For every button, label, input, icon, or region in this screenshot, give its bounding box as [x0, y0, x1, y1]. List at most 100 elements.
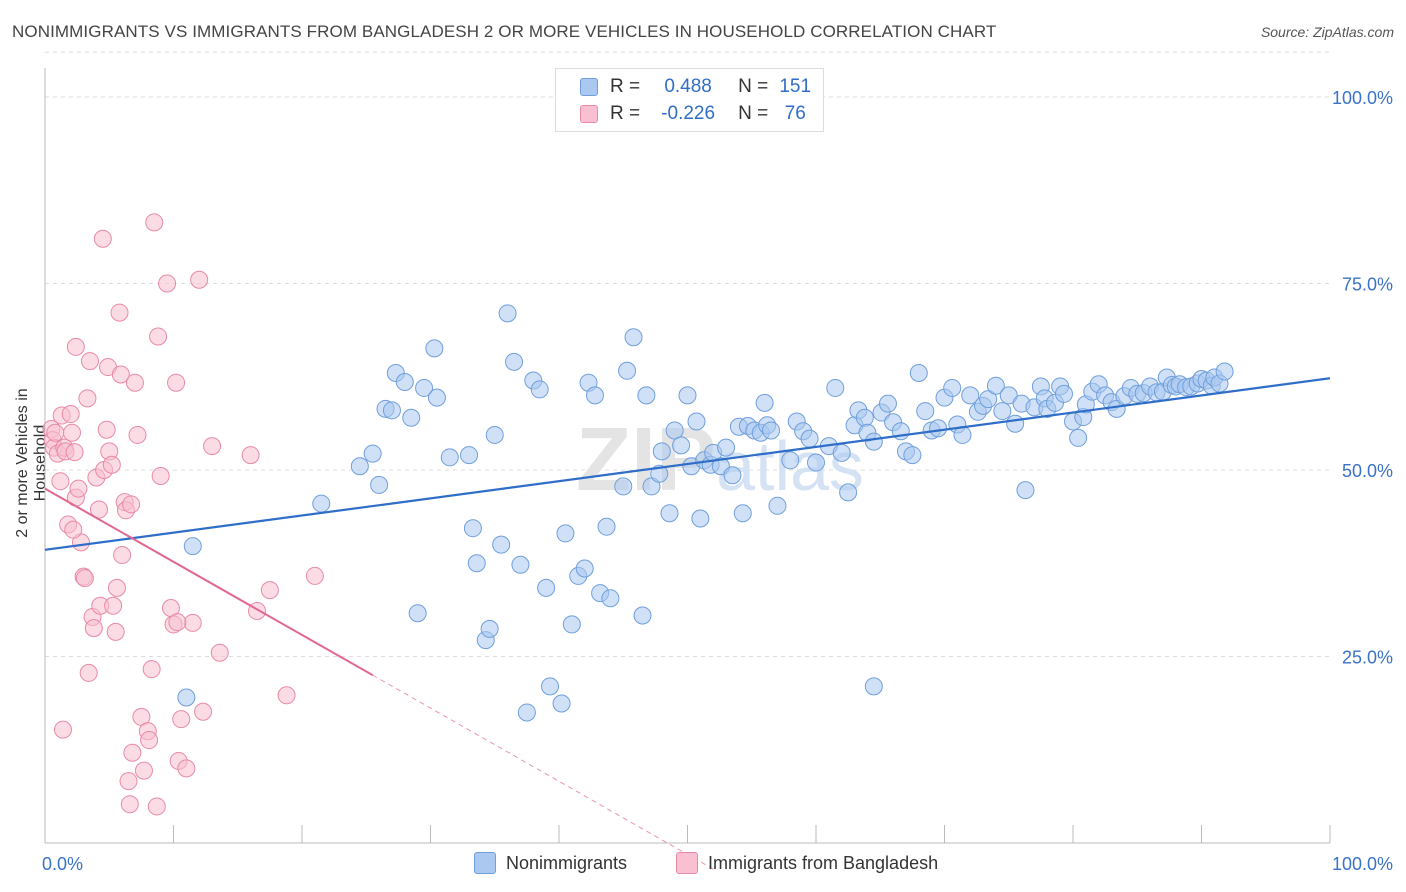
- y-tick-label: 100.0%: [1332, 88, 1393, 108]
- legend-n-label: N =: [738, 103, 769, 124]
- nonimmigrants-trend-line: [44, 377, 1331, 551]
- immigrant-point: [260, 581, 279, 600]
- legend-r-label: R =: [610, 76, 641, 97]
- nonimmigrant-point: [537, 578, 556, 597]
- nonimmigrant-point: [832, 443, 851, 462]
- immigrant-point: [66, 337, 85, 356]
- nonimmigrant-point: [363, 444, 382, 463]
- nonimmigrant-point: [665, 421, 684, 440]
- nonimmigrant-point: [864, 677, 883, 696]
- immigrant-point: [79, 663, 98, 682]
- nonimmigrant-point: [1016, 481, 1035, 500]
- immigrant-point: [113, 546, 132, 565]
- immigrant-point: [64, 520, 83, 539]
- nonimmigrant-point: [597, 517, 616, 536]
- nonimmigrant-point: [585, 386, 604, 405]
- nonimmigrant-point: [382, 401, 401, 420]
- nonimmigrant-point: [505, 352, 524, 371]
- y-tick-label: 25.0%: [1342, 648, 1393, 668]
- nonimmigrant-point: [618, 361, 637, 380]
- immigrant-point: [84, 619, 103, 638]
- nonimmigrant-point: [916, 402, 935, 421]
- nonimmigrant-point: [943, 378, 962, 397]
- legend-r-value: -0.226: [661, 103, 716, 124]
- immigrant-point: [203, 437, 222, 456]
- immigrant-point: [93, 229, 112, 248]
- nonimmigrant-point: [517, 703, 536, 722]
- watermark: ZIPatlas: [576, 410, 864, 510]
- y-tick-label: 50.0%: [1342, 461, 1393, 481]
- bottom-legend-label: Nonimmigrants: [506, 852, 628, 873]
- blue-swatch: [474, 852, 496, 874]
- immigrant-point: [97, 420, 116, 439]
- nonimmigrant-point: [370, 475, 389, 494]
- nonimmigrant-point: [460, 446, 479, 465]
- nonimmigrant-point: [498, 304, 517, 323]
- pink-swatch: [580, 105, 598, 123]
- immigrant-point: [190, 270, 209, 289]
- nonimmigrant-point: [511, 555, 530, 574]
- nonimmigrant-point: [979, 390, 998, 409]
- bottom-legend-immigrants: Immigrants from Bangladesh: [676, 852, 938, 874]
- nonimmigrant-point: [755, 393, 774, 412]
- immigrant-point: [78, 389, 97, 408]
- legend-n-label: N =: [738, 76, 769, 97]
- tick-labels: 100.0% 75.0% 50.0% 25.0% 0.0% 100.0%: [42, 88, 1393, 874]
- nonimmigrant-point: [637, 386, 656, 405]
- immigrant-point: [128, 425, 147, 444]
- nonimmigrant-point: [467, 554, 486, 573]
- nonimmigrant-point: [183, 537, 202, 556]
- nonimmigrant-point: [878, 394, 897, 413]
- nonimmigrant-point: [839, 483, 858, 502]
- immigrant-point: [142, 660, 161, 679]
- nonimmigrant-point: [492, 535, 511, 554]
- immigrant-point: [123, 743, 142, 762]
- x-tick-label: 0.0%: [42, 854, 83, 874]
- legend-row-immigrants: R = -0.226 N = 76: [580, 101, 822, 127]
- nonimmigrant-point: [855, 408, 874, 427]
- immigrant-point: [80, 352, 99, 371]
- correlation-legend: R = 0.488 N = 151 R = -0.226 N = 76: [555, 68, 824, 132]
- immigrant-point: [125, 373, 144, 392]
- nonimmigrant-point: [177, 688, 196, 707]
- nonimmigrant-point: [575, 559, 594, 578]
- chart-title: NONIMMIGRANTS VS IMMIGRANTS FROM BANGLAD…: [12, 22, 997, 41]
- nonimmigrant-point: [312, 494, 331, 513]
- immigrant-point: [89, 500, 108, 519]
- immigrant-point: [102, 455, 121, 474]
- immigrant-point: [104, 596, 123, 615]
- immigrant-point: [69, 479, 88, 498]
- nonimmigrant-point: [652, 442, 671, 461]
- nonimmigrant-point: [552, 694, 571, 713]
- immigrant-point: [149, 327, 168, 346]
- nonimmigrant-point: [395, 372, 414, 391]
- immigrant-point: [46, 423, 65, 442]
- nonimmigrant-point: [463, 519, 482, 538]
- immigrant-point: [53, 720, 72, 739]
- nonimmigrant-point: [723, 466, 742, 485]
- immigrant-point: [168, 613, 187, 632]
- nonimmigrant-point: [480, 619, 499, 638]
- legend-n-value: 76: [784, 103, 806, 124]
- immigrant-point: [151, 466, 170, 485]
- trend-lines: [44, 377, 1331, 870]
- nonimmigrant-point: [961, 386, 980, 405]
- nonimmigrant-point: [408, 604, 427, 623]
- nonimmigrant-point: [672, 436, 691, 455]
- y-tick-label: 75.0%: [1342, 275, 1393, 295]
- nonimmigrant-point: [541, 677, 560, 696]
- nonimmigrant-point: [415, 378, 434, 397]
- bottom-legend-label: Immigrants from Bangladesh: [708, 852, 939, 873]
- immigrant-point: [106, 622, 125, 641]
- immigrant-point: [305, 566, 324, 585]
- immigrants-trend-extension: [372, 674, 714, 870]
- axes: [44, 68, 1331, 844]
- x-tick-label: 100.0%: [1332, 854, 1393, 874]
- pink-swatch: [676, 852, 698, 874]
- nonimmigrant-point: [614, 477, 633, 496]
- nonimmigrant-point: [1055, 384, 1074, 403]
- nonimmigrant-point: [687, 412, 706, 431]
- immigrant-point: [122, 495, 141, 514]
- immigrant-point: [62, 423, 81, 442]
